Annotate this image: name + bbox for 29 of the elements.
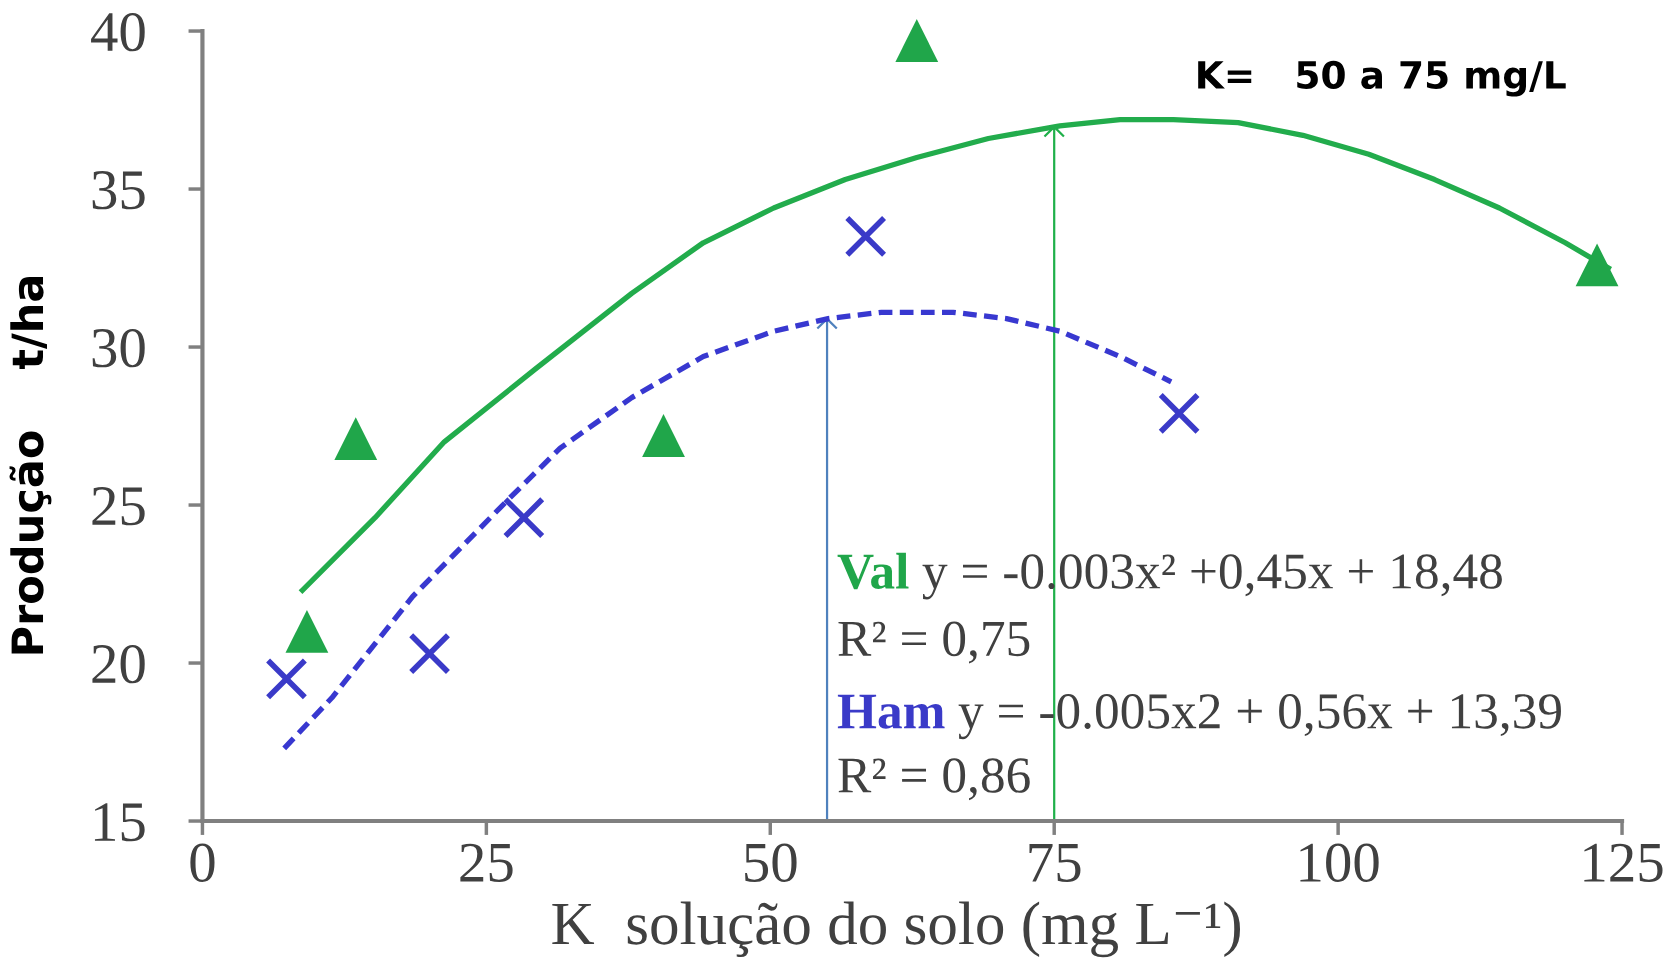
x-tick-label: 125 [1584,843,1663,882]
x-tick-label: 25 [460,843,513,882]
y-tick-label: 15 [94,803,145,842]
point [642,414,685,457]
point [408,632,451,675]
y-tick-label: 40 [91,12,145,52]
annotation: R² = 0,86 [838,758,1030,801]
point [334,417,378,461]
y-tick-label: 35 [92,171,145,210]
point [844,215,887,258]
point [1157,392,1201,435]
point [502,496,545,539]
y-tick-label: 25 [92,487,145,526]
point [265,657,308,700]
text: Val [837,552,909,590]
y-tick-label: 20 [92,644,145,684]
point [1575,243,1619,287]
annotation: R² = 0,75 [838,621,1030,664]
y-tick-label: 30 [92,328,145,368]
x-tick-label: 50 [745,843,797,882]
x-tick-label: 75 [1029,844,1081,882]
x-tick-label: 0 [190,843,215,882]
text: Ham [837,694,945,729]
point [285,610,329,653]
x-tick-label: 100 [1300,843,1379,882]
y-axis-title: Produção t/ha [9,276,52,654]
annotation: K= 50 a 75 mg/L [1198,60,1566,97]
x-axis-title: K solução do solo (mg L⁻¹) [552,901,1241,958]
point [895,19,939,62]
